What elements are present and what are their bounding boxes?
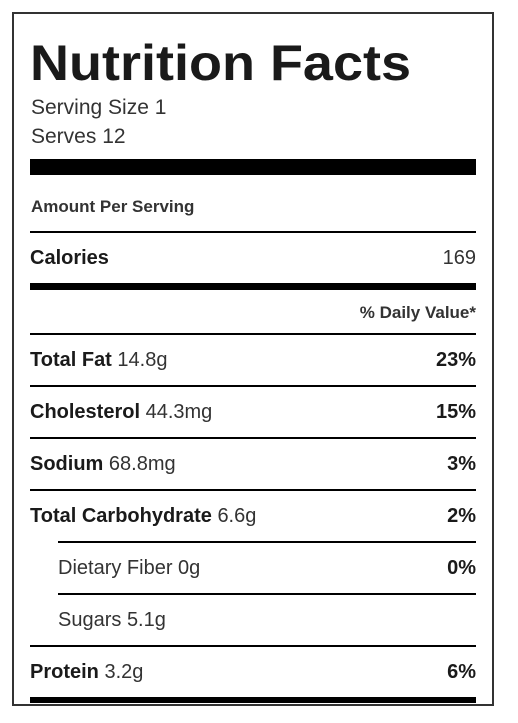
nutrient-name: Protein	[30, 660, 99, 683]
nutrient-name: Total Fat	[30, 348, 112, 371]
nutrient-daily-value: 2%	[447, 504, 476, 527]
label-title: Nutrition Facts	[30, 35, 412, 91]
nutrient-daily-value: 15%	[435, 400, 476, 423]
nutrient-amount: 3.2g	[104, 660, 144, 683]
nutrient-amount: 5.1g	[126, 608, 166, 631]
amount-per-serving: Amount Per Serving	[31, 197, 195, 216]
calories-row: Calories 169	[30, 243, 476, 273]
nutrient-daily-value: 23%	[435, 348, 476, 371]
nutrient-row-sodium: Sodium 68.8mg 3%	[30, 449, 476, 479]
divider	[30, 385, 476, 387]
nutrient-name-wrap: Sugars 5.1g	[58, 609, 166, 632]
calories-value: 169	[442, 246, 476, 269]
serves-count: Serves 12	[31, 125, 126, 148]
nutrient-name: Cholesterol	[30, 400, 141, 423]
thick-divider-bottom	[30, 697, 476, 703]
divider	[30, 645, 476, 647]
nutrient-row-total-carbohydrate: Total Carbohydrate 6.6g 2%	[30, 501, 476, 531]
nutrient-name-wrap: Dietary Fiber 0g	[58, 557, 200, 580]
nutrient-daily-value: 0%	[447, 556, 476, 579]
nutrient-amount: 68.8mg	[108, 452, 176, 475]
daily-value-header: % Daily Value*	[359, 303, 476, 322]
nutrient-name-wrap: Sodium 68.8mg	[30, 453, 176, 476]
divider	[30, 231, 476, 233]
nutrient-row-cholesterol: Cholesterol 44.3mg 15%	[30, 397, 476, 427]
nutrient-row-dietary-fiber: Dietary Fiber 0g 0%	[58, 553, 476, 583]
divider	[58, 593, 476, 595]
nutrient-daily-value: 6%	[447, 660, 476, 683]
nutrient-amount: 44.3mg	[145, 400, 213, 423]
nutrition-label: Nutrition Facts Serving Size 1 Serves 12…	[12, 12, 494, 706]
nutrient-name-wrap: Total Fat 14.8g	[30, 349, 167, 372]
calories-label-wrap: Calories	[30, 247, 109, 270]
nutrient-name: Sodium	[30, 452, 104, 475]
divider	[58, 541, 476, 543]
nutrient-amount: 0g	[178, 556, 201, 579]
nutrient-name: Sugars	[58, 608, 122, 631]
divider	[30, 489, 476, 491]
nutrient-name-wrap: Cholesterol 44.3mg	[30, 401, 212, 424]
serving-size: Serving Size 1	[31, 96, 167, 119]
nutrient-name-wrap: Protein 3.2g	[30, 661, 143, 684]
nutrition-label-inner: Nutrition Facts Serving Size 1 Serves 12…	[30, 14, 476, 704]
nutrient-name-wrap: Total Carbohydrate 6.6g	[30, 505, 256, 528]
nutrient-amount: 6.6g	[217, 504, 257, 527]
divider	[30, 437, 476, 439]
nutrient-row-protein: Protein 3.2g 6%	[30, 657, 476, 687]
calories-label: Calories	[30, 246, 109, 269]
nutrient-daily-value: 3%	[447, 452, 476, 475]
nutrient-name: Total Carbohydrate	[30, 504, 212, 527]
thick-divider-top	[30, 159, 476, 175]
nutrient-row-sugars: Sugars 5.1g	[58, 605, 476, 635]
divider	[30, 333, 476, 335]
nutrient-row-total-fat: Total Fat 14.8g 23%	[30, 345, 476, 375]
nutrient-amount: 14.8g	[117, 348, 168, 371]
thick-divider-calories	[30, 283, 476, 290]
nutrient-name: Dietary Fiber	[58, 556, 173, 579]
